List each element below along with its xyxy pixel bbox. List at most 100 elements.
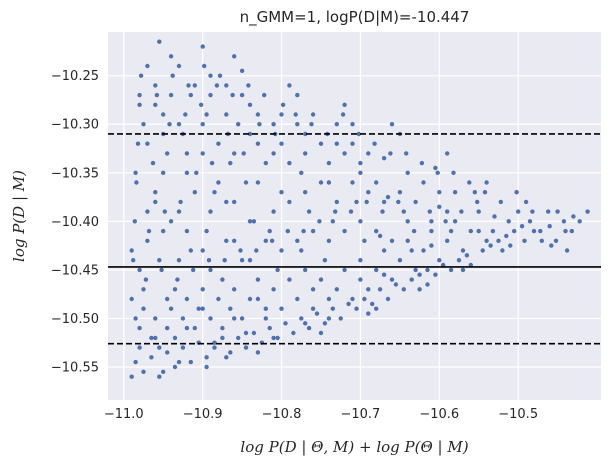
data-point: [419, 160, 425, 166]
data-point: [326, 296, 332, 302]
data-point: [138, 73, 144, 78]
data-point: [441, 262, 446, 268]
data-point: [287, 199, 292, 205]
data-point: [200, 151, 205, 156]
data-point: [180, 316, 186, 321]
data-point: [310, 228, 316, 234]
data-point: [299, 170, 304, 175]
data-point: [208, 209, 213, 214]
data-point: [209, 160, 215, 166]
data-point: [326, 316, 332, 321]
data-point: [295, 238, 300, 243]
data-point: [330, 219, 335, 224]
data-point: [366, 190, 371, 195]
data-point: [247, 102, 253, 108]
data-point: [228, 306, 233, 311]
x-tick-label: −10.8: [262, 407, 302, 422]
data-point: [200, 248, 205, 253]
data-point: [334, 141, 339, 146]
data-point: [476, 209, 481, 214]
data-point: [549, 243, 554, 248]
data-point: [192, 325, 197, 331]
y-tick-label: −10.45: [51, 263, 99, 278]
data-point: [342, 267, 347, 273]
data-point: [374, 180, 379, 185]
data-point: [279, 248, 284, 253]
data-point: [170, 73, 175, 78]
data-point: [350, 141, 355, 146]
data-point: [348, 209, 354, 214]
data-point: [208, 316, 213, 321]
data-point: [135, 141, 141, 146]
data-point: [153, 335, 158, 341]
data-point: [301, 228, 306, 234]
data-point: [212, 345, 217, 350]
data-point: [417, 272, 422, 277]
data-point: [358, 160, 363, 166]
data-point: [150, 160, 156, 166]
data-point: [255, 296, 261, 302]
plot-background: [108, 32, 601, 400]
data-point: [380, 209, 385, 214]
data-point: [346, 301, 351, 307]
data-point: [283, 321, 288, 326]
data-point: [393, 282, 399, 287]
data-point: [239, 92, 245, 98]
data-point: [342, 151, 347, 156]
data-point: [184, 228, 190, 234]
data-point: [236, 335, 241, 341]
data-point: [176, 63, 182, 69]
data-point: [243, 330, 249, 336]
data-point: [137, 267, 142, 273]
data-point: [291, 330, 296, 336]
data-point: [516, 209, 521, 214]
data-point: [433, 272, 438, 277]
data-point: [251, 330, 257, 336]
data-point: [519, 224, 525, 229]
data-point: [263, 238, 268, 243]
data-point: [468, 262, 473, 268]
data-point: [141, 306, 146, 311]
y-tick-label: −10.50: [51, 312, 99, 327]
data-point: [475, 199, 480, 205]
data-point: [358, 277, 363, 282]
data-point: [437, 204, 442, 209]
data-point: [146, 228, 152, 234]
x-tick-label: −10.7: [340, 407, 380, 422]
data-point: [334, 287, 339, 292]
data-point: [504, 233, 509, 239]
data-point: [247, 219, 253, 224]
data-point: [306, 209, 312, 214]
y-tick-label: −10.55: [51, 360, 99, 375]
data-point: [131, 258, 136, 263]
data-point: [208, 92, 213, 98]
data-point: [137, 325, 142, 331]
data-point: [555, 209, 560, 214]
data-point: [162, 209, 167, 214]
data-point: [134, 180, 139, 185]
data-point: [334, 122, 339, 127]
data-point: [498, 199, 503, 205]
data-point: [243, 345, 249, 350]
data-point: [157, 374, 162, 379]
data-point: [409, 277, 414, 282]
data-point: [224, 238, 229, 243]
data-point: [389, 238, 395, 243]
data-point: [165, 151, 170, 156]
data-point: [546, 209, 551, 214]
data-point: [141, 287, 146, 292]
data-point: [508, 243, 513, 248]
data-point: [374, 267, 379, 273]
data-point: [362, 296, 367, 302]
data-point: [279, 112, 284, 117]
data-point: [287, 160, 292, 166]
data-point: [157, 258, 162, 263]
data-point: [306, 325, 312, 331]
data-point: [271, 209, 276, 214]
data-point: [220, 335, 225, 341]
data-point: [255, 277, 261, 282]
data-point: [132, 219, 137, 224]
data-point: [354, 306, 359, 311]
data-point: [385, 296, 391, 302]
data-point: [429, 243, 434, 248]
